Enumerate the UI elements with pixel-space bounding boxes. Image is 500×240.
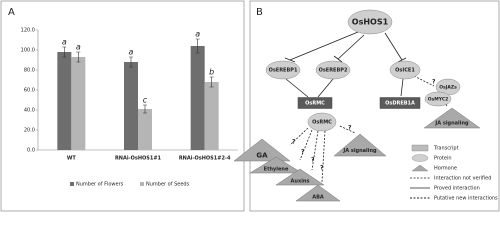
node-label: GA [256, 152, 268, 160]
node-label: ABA [312, 195, 324, 201]
panel-a-frame [0, 0, 245, 212]
node-label: OsMYC2 [428, 97, 449, 103]
node-shape [423, 107, 481, 129]
node-label: Ethylene [264, 167, 289, 173]
annotation: a [195, 30, 200, 39]
node-label: OsICE1 [395, 68, 415, 74]
edge-bar [284, 57, 296, 63]
node-label: OsRMC [305, 101, 325, 107]
question-mark: ? [320, 165, 324, 172]
node-shape [424, 91, 452, 107]
y-tick-label: 40.0 [24, 108, 35, 114]
edge [413, 75, 435, 87]
bar [204, 82, 219, 150]
panel-label: A [8, 7, 15, 18]
legend-swatch [140, 182, 144, 186]
node-label: JA signaling [434, 121, 469, 127]
x-tick-label: RNAi-OsHOS1#1 [115, 156, 162, 162]
y-tick-label: 20.0 [24, 128, 35, 134]
node-label: OsEREBP1 [269, 68, 298, 74]
legend-label: Number of Flowers [76, 182, 124, 188]
node-shape [295, 184, 341, 202]
legend-label: Protein [434, 156, 452, 162]
question-mark: ? [311, 157, 315, 164]
error-bar [195, 38, 200, 54]
edge [285, 78, 309, 98]
node-shape [275, 168, 325, 186]
legend-swatch [411, 144, 429, 152]
legend-label: Interaction not verified [434, 176, 491, 182]
edge [384, 32, 403, 61]
edge [339, 125, 356, 134]
edge [311, 130, 319, 171]
bar [138, 109, 152, 150]
edge [289, 31, 359, 61]
x-tick-label: WT [67, 156, 77, 162]
node-shape [265, 60, 301, 80]
bar [57, 52, 72, 150]
edge-bar [333, 55, 343, 63]
annotation: a [62, 38, 67, 47]
node-label: Auxins [291, 179, 310, 185]
legend-label: Hormone [434, 166, 457, 172]
y-tick-label: 100.0 [21, 48, 35, 54]
error-bar [129, 56, 133, 68]
panel-label: B [256, 7, 263, 18]
edge [400, 78, 404, 97]
edge-bar [397, 57, 407, 63]
legend-label: Putative new interactions [434, 196, 498, 202]
node-shape [347, 9, 393, 35]
annotation: c [143, 96, 148, 105]
node-shape [307, 112, 337, 132]
legend-label: Proved interaction [434, 186, 480, 192]
legend-label: Transcript [433, 146, 459, 152]
edge [317, 78, 334, 98]
node-shape [315, 60, 351, 80]
question-mark: ? [432, 79, 436, 86]
edge [299, 129, 313, 161]
question-mark: ? [292, 139, 296, 146]
legend-swatch [411, 154, 429, 162]
node-label: OsJAZs [439, 85, 457, 91]
edge [337, 34, 365, 60]
x-tick-label: RNAi-OsHOS1#2-4 [179, 156, 231, 162]
y-tick-label: 120.0 [21, 28, 35, 34]
node-label: OsRMC [312, 120, 332, 126]
legend-label: Number of Seeds [146, 182, 190, 188]
annotation: a [129, 48, 134, 57]
error-bar [76, 51, 81, 63]
node-label: JA signaling [342, 148, 377, 154]
edge [289, 127, 309, 146]
error-bar [143, 104, 147, 114]
legend-swatch [70, 182, 74, 186]
node-shape [249, 156, 303, 174]
y-tick-label: 0.0 [27, 148, 35, 154]
bar [124, 62, 138, 150]
node-shape [333, 133, 387, 157]
node-shape [379, 97, 421, 109]
y-tick-label: 80.0 [24, 68, 35, 74]
node-label: OsEREBP2 [319, 68, 348, 74]
annotation: b [209, 68, 214, 77]
question-mark: ? [348, 125, 352, 132]
bar [190, 46, 205, 150]
legend-swatch [411, 164, 429, 172]
error-bar [62, 46, 67, 58]
bar [71, 57, 86, 150]
node-label: OsDREB1A [385, 101, 415, 107]
node-shape [389, 60, 421, 80]
error-bar [209, 76, 214, 88]
y-tick-label: 60.0 [24, 88, 35, 94]
node-shape [233, 138, 291, 162]
panel-b-frame [249, 0, 500, 212]
figure: A B 0.020.040.060.080.0100.0120.0WTaaRNA… [0, 0, 500, 212]
edge [321, 130, 326, 183]
annotation: a [76, 43, 81, 52]
question-mark: ? [301, 149, 305, 156]
node-shape [297, 97, 333, 109]
node-label: OsHOS1 [352, 18, 389, 27]
